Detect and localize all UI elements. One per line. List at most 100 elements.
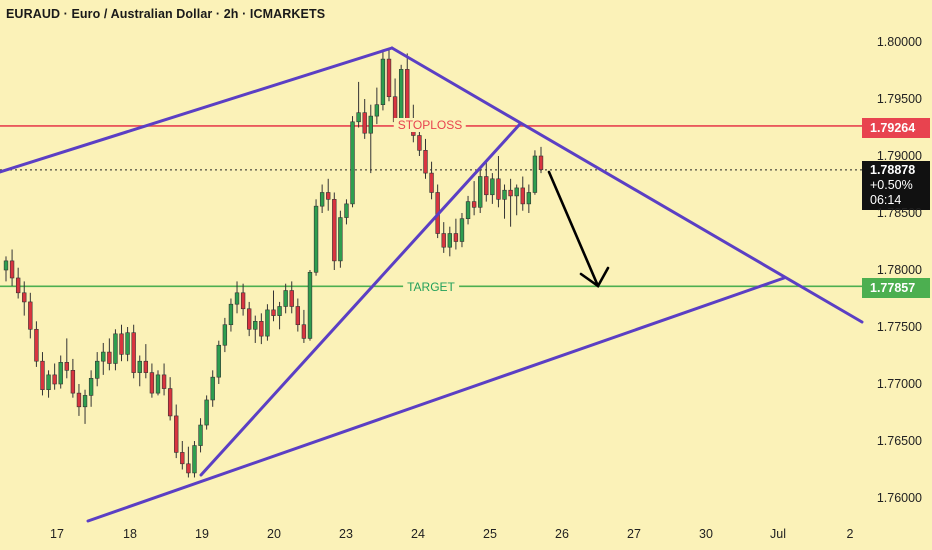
candle xyxy=(253,320,258,330)
candle xyxy=(198,424,203,446)
candle xyxy=(301,324,307,339)
y-tick: 1.78000 xyxy=(876,263,922,277)
candle xyxy=(283,290,288,307)
candle xyxy=(119,333,124,355)
candle xyxy=(307,271,313,339)
x-tick: 19 xyxy=(195,527,209,541)
x-tick: 23 xyxy=(339,527,353,541)
x-tick: Jul xyxy=(770,527,786,541)
candle xyxy=(22,292,27,303)
candle xyxy=(313,205,319,273)
chart-title: EURAUD · Euro / Australian Dollar · 2h ·… xyxy=(6,7,326,21)
candle xyxy=(538,155,544,170)
y-tick: 1.79000 xyxy=(876,149,922,163)
candle xyxy=(471,201,477,208)
current-price: 1.78878 xyxy=(870,163,916,177)
candle xyxy=(131,332,136,373)
candle xyxy=(514,187,519,197)
candle xyxy=(405,69,410,123)
stoploss-label: STOPLOSS xyxy=(393,118,467,132)
candle xyxy=(52,374,57,385)
projection-arrow-head xyxy=(579,266,610,288)
candle xyxy=(137,360,142,373)
candle xyxy=(368,115,373,134)
candle xyxy=(265,309,270,337)
candle xyxy=(289,290,294,307)
candle xyxy=(161,374,167,389)
candle xyxy=(113,333,118,364)
candle xyxy=(295,306,301,326)
x-tick: 24 xyxy=(411,527,425,541)
x-tick: 17 xyxy=(50,527,64,541)
candle xyxy=(88,377,94,396)
candle xyxy=(429,172,434,193)
y-tick: 1.76500 xyxy=(876,434,922,448)
candle xyxy=(417,135,422,151)
candle xyxy=(380,58,386,105)
candle xyxy=(192,445,197,474)
lower-support-line xyxy=(86,276,786,523)
candle xyxy=(46,374,51,391)
candle xyxy=(441,233,446,248)
candle xyxy=(216,344,221,378)
candle xyxy=(277,306,282,316)
candle xyxy=(210,376,215,401)
candle xyxy=(228,303,234,326)
candle xyxy=(3,260,9,271)
candle xyxy=(332,199,337,262)
upper-channel-line xyxy=(0,46,394,174)
current-price-badge: 1.78878 +0.50% 06:14 xyxy=(862,161,930,210)
candle xyxy=(234,292,240,305)
candle xyxy=(319,192,325,207)
candle xyxy=(453,233,459,242)
candle xyxy=(95,360,100,379)
candle xyxy=(107,351,112,364)
x-tick: 25 xyxy=(483,527,497,541)
target-price-badge: 1.77857 xyxy=(862,278,930,298)
descending-resistance-line xyxy=(390,46,864,324)
candle xyxy=(508,189,513,197)
candle xyxy=(386,58,392,98)
candle xyxy=(532,155,538,193)
candle xyxy=(526,192,532,205)
candle xyxy=(155,374,161,394)
candle xyxy=(259,320,264,337)
candle xyxy=(478,176,483,208)
candle xyxy=(326,192,331,200)
y-tick: 1.79500 xyxy=(876,92,922,106)
y-tick: 1.76000 xyxy=(876,491,922,505)
candle xyxy=(9,260,15,279)
candle xyxy=(204,399,209,426)
candle xyxy=(496,178,501,200)
candle xyxy=(374,104,380,117)
candle xyxy=(246,308,252,330)
candle xyxy=(174,415,179,453)
y-tick: 1.78500 xyxy=(876,206,922,220)
candle xyxy=(15,277,21,294)
candle xyxy=(222,324,228,346)
candle xyxy=(423,150,428,174)
candle xyxy=(240,292,246,310)
candle xyxy=(167,388,173,417)
candle xyxy=(356,112,361,123)
candle xyxy=(362,112,367,134)
candle xyxy=(64,362,69,371)
candle xyxy=(490,178,495,196)
candle xyxy=(58,362,63,385)
candle xyxy=(520,187,525,205)
x-tick: 26 xyxy=(555,527,569,541)
candle xyxy=(125,332,130,355)
x-tick: 20 xyxy=(267,527,281,541)
candle xyxy=(82,395,88,408)
candle xyxy=(143,360,149,373)
bar-countdown: 06:14 xyxy=(870,193,902,207)
y-tick: 1.80000 xyxy=(876,35,922,49)
price-change: +0.50% xyxy=(870,178,913,192)
candle xyxy=(101,351,106,362)
candle xyxy=(76,392,82,408)
rising-wedge-line xyxy=(199,122,522,477)
candle xyxy=(398,69,404,123)
candle xyxy=(344,203,349,218)
